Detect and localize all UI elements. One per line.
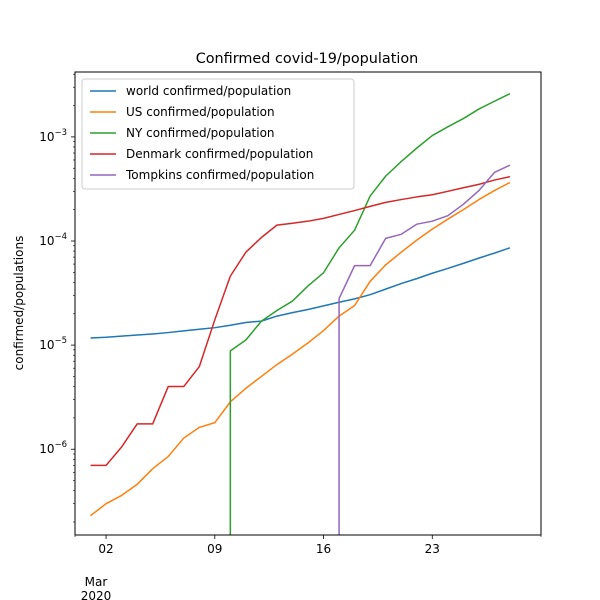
y-tick-label: 10−6 [39, 440, 67, 456]
legend: world confirmed/population US confirmed/p… [81, 78, 355, 190]
x-tick-label: 16 [316, 542, 331, 556]
plot-frame [74, 71, 542, 536]
axis-layer: 02 09 16 23 10−6 10−5 10−4 10−3 [39, 73, 542, 556]
x-tick-label: 02 [98, 542, 113, 556]
series-line-1 [90, 247, 511, 339]
legend-label: Tompkins confirmed/population [125, 168, 314, 182]
legend-label: US confirmed/population [126, 105, 275, 119]
legend-label: world confirmed/population [126, 84, 291, 98]
chart-title: Confirmed covid-19/population [196, 51, 419, 67]
y-axis-title: confirmed/populations [12, 236, 26, 371]
x-tick-label: 23 [425, 542, 440, 556]
y-tick-label: 10−4 [39, 232, 67, 248]
series-line-3 [229, 93, 511, 535]
series-line-5 [338, 164, 511, 535]
y-tick-label: 10−5 [39, 336, 67, 352]
legend-frame [81, 78, 355, 190]
series-line-4 [90, 175, 511, 467]
series-line-2 [90, 181, 511, 517]
series-layer [90, 93, 511, 535]
y-tick-label: 10−3 [39, 128, 67, 144]
x-offset-label-year: 2020 [81, 589, 112, 600]
legend-label: NY confirmed/population [126, 126, 275, 140]
legend-label: Denmark confirmed/population [126, 147, 313, 161]
x-tick-label: 09 [207, 542, 222, 556]
x-offset-label-month: Mar [85, 575, 108, 589]
